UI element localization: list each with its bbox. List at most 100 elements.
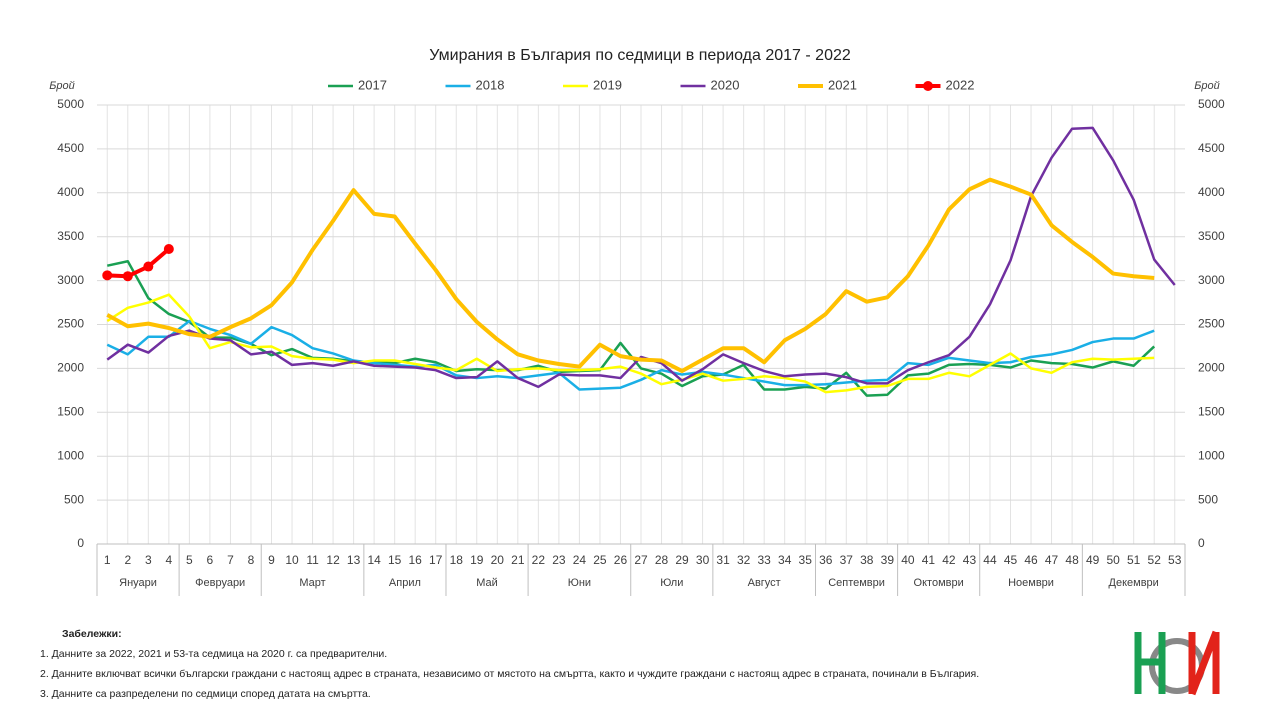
notes: Забележки: 1. Данните за 2022, 2021 и 53…: [40, 624, 979, 704]
x-tick-label: 4: [166, 553, 173, 567]
logo-i: [1188, 630, 1220, 696]
x-tick-label: 11: [306, 553, 319, 567]
note: 1. Данните за 2022, 2021 и 53-та седмица…: [40, 648, 388, 660]
legend-label: 2018: [476, 77, 505, 92]
x-tick-label: 48: [1065, 553, 1079, 567]
y-tick-label: 4500: [57, 141, 84, 155]
month-label: Януари: [119, 577, 157, 589]
x-tick-label: 47: [1045, 553, 1059, 567]
note: 2. Данните включват всички български гра…: [40, 668, 980, 680]
x-tick-label: 28: [655, 553, 669, 567]
y2-tick-label: 3000: [1198, 273, 1225, 287]
x-tick-label: 51: [1127, 553, 1141, 567]
x-tick-label: 9: [268, 553, 275, 567]
x-tick-label: 18: [450, 553, 464, 567]
month-label: Август: [748, 577, 781, 589]
x-tick-label: 45: [1004, 553, 1018, 567]
x-tick-label: 34: [778, 553, 792, 567]
x-tick-label: 25: [593, 553, 607, 567]
chart: Умирания в България по седмици в периода…: [49, 47, 1225, 596]
legend-label: 2021: [828, 77, 857, 92]
x-tick-label: 15: [388, 553, 402, 567]
x-tick-label: 44: [983, 553, 997, 567]
x-tick-label: 33: [757, 553, 771, 567]
y2-tick-label: 5000: [1198, 97, 1225, 111]
y2-tick-label: 4500: [1198, 141, 1225, 155]
series-line: [106, 177, 1155, 374]
series-line: [106, 319, 1155, 391]
y-axis-label: Брой: [49, 80, 75, 92]
series-marker: [122, 271, 133, 282]
series-line: [106, 293, 1155, 394]
x-tick-label: 40: [901, 553, 915, 567]
x-tick-label: 31: [716, 553, 730, 567]
x-tick-label: 52: [1148, 553, 1162, 567]
x-tick-label: 32: [737, 553, 751, 567]
month-label: Април: [389, 577, 421, 589]
y-tick-label: 5000: [57, 97, 84, 111]
y-tick-label: 1000: [57, 448, 84, 462]
legend-label: 2017: [358, 77, 387, 92]
x-tick-label: 36: [819, 553, 833, 567]
y-tick-label: 0: [77, 536, 84, 550]
x-tick-label: 41: [922, 553, 936, 567]
x-tick-label: 26: [614, 553, 628, 567]
series-line: [107, 247, 171, 279]
y2-tick-label: 2500: [1198, 317, 1225, 331]
x-tick-label: 14: [367, 553, 381, 567]
month-label: Октомври: [914, 577, 964, 589]
y-tick-label: 3000: [57, 273, 84, 287]
x-tick-label: 39: [881, 553, 895, 567]
x-tick-label: 30: [696, 553, 710, 567]
y-tick-label: 2500: [57, 317, 84, 331]
legend-label: 2019: [593, 77, 622, 92]
y-tick-label: 500: [64, 492, 84, 506]
series-marker: [163, 243, 174, 254]
x-tick-label: 17: [429, 553, 443, 567]
x-tick-label: 2: [124, 553, 131, 567]
x-tick-label: 1: [104, 553, 111, 567]
legend-label: 2022: [946, 77, 975, 92]
x-tick-label: 19: [470, 553, 484, 567]
x-tick-label: 10: [285, 553, 299, 567]
series-line: [106, 126, 1176, 389]
series-marker: [143, 261, 154, 272]
x-tick-label: 38: [860, 553, 874, 567]
x-tick-label: 16: [409, 553, 423, 567]
y2-tick-label: 1000: [1198, 448, 1225, 462]
x-tick-label: 13: [347, 553, 361, 567]
y2-axis-label: Брой: [1194, 80, 1220, 92]
notes-title: Забележки:: [62, 628, 122, 640]
note: 3. Данните са разпределени по седмици сп…: [40, 688, 371, 700]
y-tick-label: 2000: [57, 361, 84, 375]
chart-title: Умирания в България по седмици в периода…: [429, 47, 851, 64]
x-tick-label: 3: [145, 553, 152, 567]
month-label: Септември: [828, 577, 885, 589]
y2-tick-label: 4000: [1198, 185, 1225, 199]
x-tick-label: 35: [799, 553, 813, 567]
x-tick-label: 12: [326, 553, 340, 567]
y-tick-label: 4000: [57, 185, 84, 199]
x-tick-label: 46: [1024, 553, 1038, 567]
y-tick-label: 1500: [57, 404, 84, 418]
month-label: Юни: [568, 577, 591, 589]
x-tick-label: 49: [1086, 553, 1100, 567]
month-label: Май: [476, 577, 498, 589]
month-label: Декември: [1109, 577, 1159, 589]
logo-h: [1134, 632, 1166, 694]
x-tick-label: 42: [942, 553, 956, 567]
y-tick-label: 3500: [57, 229, 84, 243]
month-label: Март: [299, 577, 325, 589]
legend-marker: [923, 81, 933, 91]
x-tick-label: 43: [963, 553, 977, 567]
legend-label: 2020: [711, 77, 740, 92]
x-tick-label: 24: [573, 553, 587, 567]
y2-tick-label: 500: [1198, 492, 1218, 506]
month-label: Февруари: [195, 577, 245, 589]
x-tick-label: 7: [227, 553, 234, 567]
y2-tick-label: 2000: [1198, 361, 1225, 375]
x-tick-label: 22: [532, 553, 546, 567]
x-tick-label: 6: [207, 553, 214, 567]
x-tick-label: 27: [634, 553, 648, 567]
y2-tick-label: 1500: [1198, 404, 1225, 418]
